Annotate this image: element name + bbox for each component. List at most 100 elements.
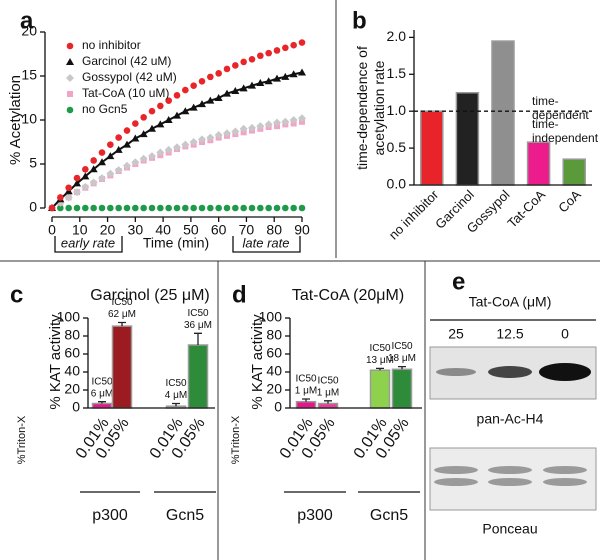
marker [190,82,197,89]
marker [98,204,106,212]
legend-label: no inhibitor [82,38,141,52]
error-bar [324,400,332,404]
marker [264,77,273,85]
marker [282,44,289,52]
marker [156,120,165,128]
marker [231,86,240,94]
y-tick-label: 0 [72,399,80,415]
marker [82,204,89,212]
y-tick-label: 60 [266,345,282,361]
marker [82,165,89,173]
marker [98,149,106,156]
marker [90,204,97,212]
x-tick-label: 80 [266,222,282,238]
marker [290,41,297,49]
x-tick-label: no inhibitor [386,186,442,242]
marker [198,204,206,212]
marker [98,158,106,166]
legend-label: Tat-CoA (10 uM) [82,86,169,100]
band [488,366,532,378]
ic50-label: 1 μM [317,387,339,398]
y-tick-label: 40 [266,363,282,379]
blot-label: pan-Ac-H4 [477,411,544,427]
band [488,466,532,474]
marker [248,204,256,212]
y-tick-label: 60 [64,345,80,361]
annotation: independent [532,131,599,145]
x-tick-label: 70 [239,222,255,238]
marker [265,49,272,57]
y-tick-label: 100 [57,309,81,325]
legend-label: Gossypol (42 uM) [82,70,177,84]
legend-marker [66,74,74,82]
legend-marker [66,58,74,65]
y-tick-label: 20 [64,381,80,397]
band [539,363,591,381]
marker [223,65,231,73]
annotation: time- [532,94,559,108]
marker [181,107,190,115]
marker [106,152,115,160]
marker [214,130,223,139]
panel-label: b [352,7,367,34]
marker [123,204,131,212]
x-tick-label: 60 [211,222,227,238]
y-tick-label: 20 [21,23,37,39]
ic50-label: IC50 [187,308,209,319]
error-bar [302,398,310,402]
x-tick-label: 90 [294,222,310,238]
y-axis-label: time-dependence of [354,46,370,170]
marker [148,107,156,115]
marker [298,114,306,123]
bar [420,110,444,186]
marker [139,154,148,163]
band [434,478,478,486]
panel-label: e [452,268,465,295]
marker [73,188,81,197]
error-bar [194,332,202,345]
marker [114,166,123,175]
y-tick-label: 1.0 [387,102,407,118]
marker [240,204,247,212]
marker [207,204,214,212]
marker [73,174,81,182]
marker [206,133,215,142]
marker [156,148,165,157]
y-tick-label: 5 [29,155,37,171]
marker [165,204,172,212]
marker [281,117,290,126]
x-tick-label: 0 [48,222,56,238]
marker [257,204,264,212]
marker [140,114,147,121]
group-label: Gcn5 [370,507,408,524]
marker [273,74,281,82]
error-bar [98,401,106,404]
ic50-label: IC50 [91,376,113,387]
legend-marker [66,42,74,50]
ic50-label: IC50 [317,375,339,386]
x-tick-label: 40 [155,222,171,238]
marker [73,179,81,187]
y-tick-label: 20 [266,381,282,397]
bar [455,91,480,186]
chart-title: Garcinol (25 μM) [90,287,209,304]
legend-label: no Gcn5 [82,102,128,116]
marker [107,204,114,212]
bar [111,325,133,409]
marker [298,204,306,212]
marker [215,70,222,77]
y-tick-label: 15 [21,67,37,83]
y-tick-label: 2.0 [387,28,407,44]
marker [123,140,131,148]
ponceau-bands [434,466,587,486]
lane-label: 25 [448,326,464,342]
marker [256,79,265,87]
y-tick-label: 0.0 [387,176,407,192]
marker [131,134,140,142]
ic50-label: 4 μM [165,390,187,401]
marker [182,86,189,94]
marker [282,204,289,212]
bar [317,402,339,409]
ic50-label: IC50 [391,341,413,352]
marker [115,134,122,141]
